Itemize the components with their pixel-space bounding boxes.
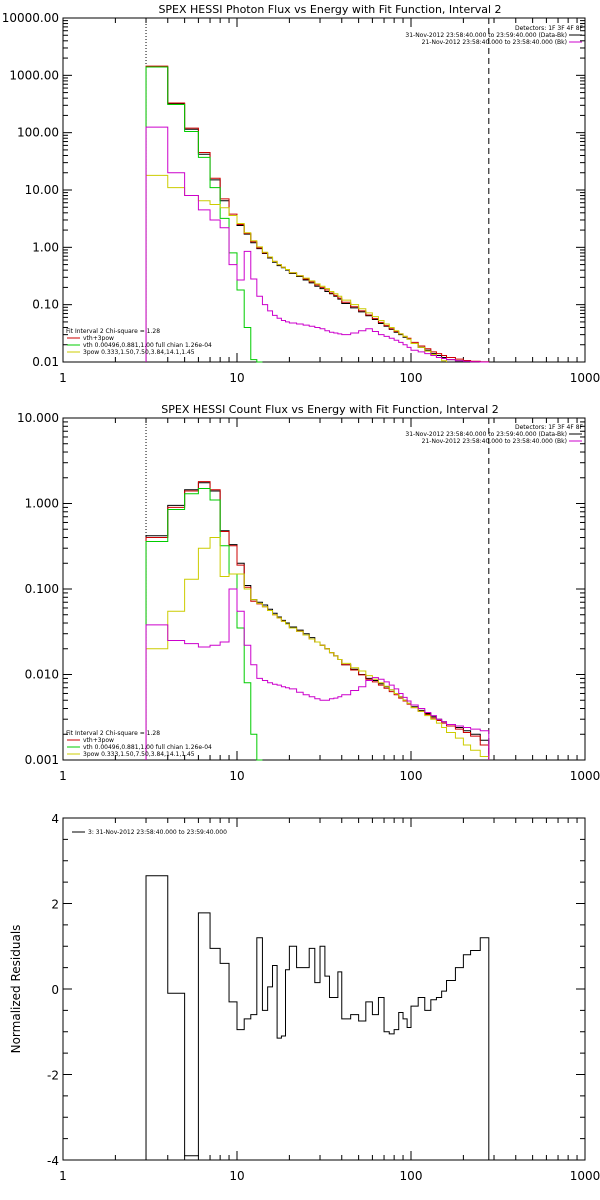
y-tick-label: 10000.00 [2,11,59,25]
count-series [145,481,490,761]
count-fit-legend: Fit Interval 2 Chi-square = 1.28 vth+3po… [66,730,212,758]
photon-right-legend: Detectors: 1F 3F 4F 8F 31-Nov-2012 23:58… [405,25,583,46]
photon-fit-legend-entry-0: vth+3pow [83,335,114,342]
y-tick-label: 0.010 [25,668,59,682]
count-series-line-2 [145,487,263,761]
count-right-legend-entry-bk: 21-Nov-2012 23:58:40.000 to 23:58:40.000… [422,438,567,445]
residuals-legend-entry: 3: 31-Nov-2012 23:58:40.000 to 23:59:40.… [88,829,227,836]
count-axis-ticks [62,417,586,761]
count-fit-header: Fit Interval 2 Chi-square = 1.28 [66,730,160,737]
count-series-line-1 [145,481,490,760]
count-series-line-3 [145,537,490,760]
count-detectors-label: Detectors: 1F 3F 4F 8F [515,424,584,431]
residuals-legend: 3: 31-Nov-2012 23:58:40.000 to 23:59:40.… [72,829,227,836]
y-tick-label: 0 [51,983,59,997]
photon-fit-header: Fit Interval 2 Chi-square = 1.28 [66,328,160,335]
y-tick-label: 0.001 [25,753,59,767]
y-tick-label: 10.000 [17,411,59,425]
y-tick-label: 10.00 [25,183,59,197]
y-tick-label: 4 [51,812,59,826]
x-tick-label: 10 [229,1169,244,1183]
photon-fit-legend-entry-2: 3pow 0.333,1.50,7.50,3.84,14.1,1.45 [83,349,195,356]
count-fit-legend-entry-0: vth+3pow [83,737,114,744]
photon-tick-labels: 1 10 100 1000 0.01 0.10 1.00 10.00 100.00 1000.00… [2,11,600,385]
x-tick-label: 1000 [570,769,600,783]
residuals-tick-labels: 1 10 100 1000 -4 -2 0 2 4 [47,812,600,1183]
x-tick-label: 100 [400,1169,423,1183]
residuals-plot-frame [62,817,586,1161]
x-tick-label: 100 [400,371,423,385]
y-tick-label: -2 [47,1069,59,1083]
photon-fit-legend-entry-1: vth 0.00496,0.881,1.00 full chian 1.26e-… [83,342,212,349]
count-series-line-4 [145,588,490,760]
residuals-series-line-0 [145,875,490,1160]
count-series-line-0 [145,482,490,760]
x-tick-label: 1 [59,769,67,783]
x-tick-label: 1 [59,1169,67,1183]
y-tick-label: 0.100 [25,582,59,596]
photon-fit-legend: Fit Interval 2 Chi-square = 1.28 vth+3po… [66,328,212,356]
y-tick-label: 100.00 [17,126,59,140]
photon-axis-ticks [62,17,586,363]
count-right-legend-entry-data: 31-Nov-2012 23:58:40.000 to 23:59:40.000… [405,431,567,438]
x-tick-label: 10 [229,769,244,783]
photon-detectors-label: Detectors: 1F 3F 4F 8F [515,25,584,32]
count-tick-labels: 1 10 100 1000 0.001 0.010 0.100 1.000 10.000 [17,411,600,783]
count-plot-frame [62,417,586,761]
count-fit-legend-entry-1: vth 0.00496,0.881,1.00 full chian 1.26e-… [83,744,212,751]
x-tick-label: 10 [229,371,244,385]
residuals-panel: Normalized Residuals 1 10 100 1000 -4 -2 0 2 4 3… [9,812,600,1183]
y-tick-label: 2 [51,898,59,912]
photon-right-legend-entry-data: 31-Nov-2012 23:58:40.000 to 23:59:40.000… [405,32,567,39]
y-tick-label: 1.000 [25,497,59,511]
count-flux-panel: SPEX HESSI Count Flux vs Energy with Fit… [17,403,600,783]
photon-series-line-2 [145,66,263,363]
photon-chart-title: SPEX HESSI Photon Flux vs Energy with Fi… [158,3,501,16]
photon-flux-panel: SPEX HESSI Photon Flux vs Energy with Fi… [2,3,600,385]
x-tick-label: 100 [400,769,423,783]
residuals-series [145,875,490,1160]
photon-series-line-4 [145,126,489,363]
x-tick-label: 1000 [570,1169,600,1183]
y-tick-label: 1000.00 [9,68,59,82]
photon-series-line-3 [145,174,448,362]
y-tick-label: -4 [47,1154,59,1168]
photon-right-legend-entry-bk: 21-Nov-2012 23:58:40.000 to 23:58:40.000… [422,39,567,46]
photon-reference-lines [145,18,490,362]
count-chart-title: SPEX HESSI Count Flux vs Energy with Fit… [161,403,498,416]
photon-plot-frame [62,17,586,363]
count-reference-lines [145,418,490,760]
photon-series [145,65,490,363]
x-tick-label: 1000 [570,371,600,385]
residuals-y-axis-label: Normalized Residuals [9,925,23,1054]
count-right-legend: Detectors: 1F 3F 4F 8F 31-Nov-2012 23:58… [405,424,583,445]
photon-series-line-0 [145,66,489,363]
residuals-axis-ticks [62,817,586,1161]
y-tick-label: 0.10 [32,298,59,312]
photon-series-line-1 [145,65,490,363]
count-fit-legend-entry-2: 3pow 0.333,1.50,7.50,3.84,14.1,1.45 [83,751,195,758]
y-tick-label: 0.01 [32,355,59,369]
x-tick-label: 1 [59,371,67,385]
y-tick-label: 1.00 [32,240,59,254]
